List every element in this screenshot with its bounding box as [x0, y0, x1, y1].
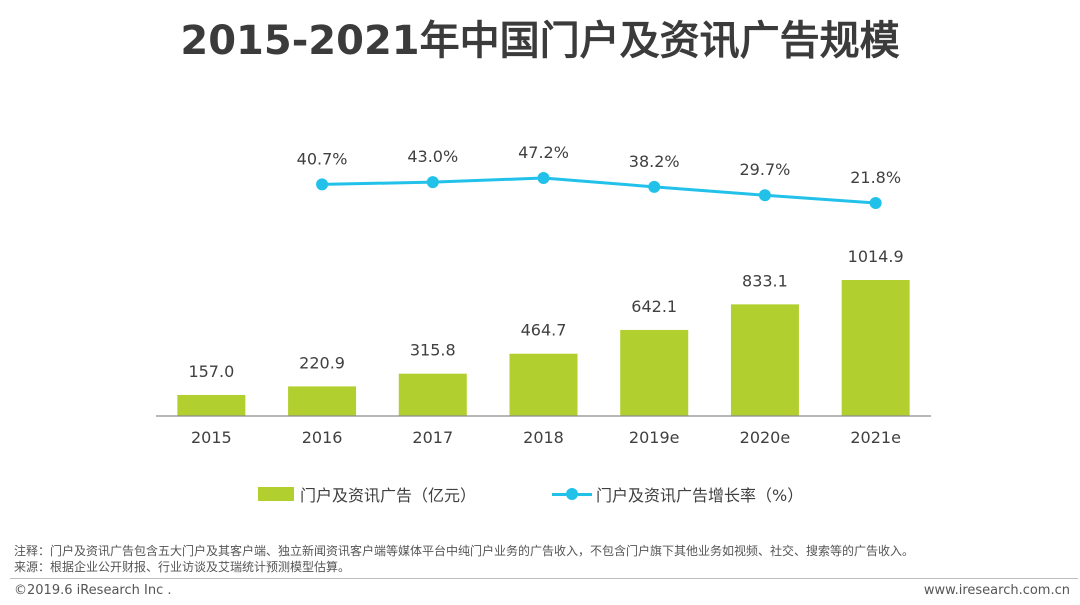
bar-2021e	[841, 280, 910, 416]
bar-value-label-2019e: 642.1	[631, 297, 677, 316]
x-tick-label-2015: 2015	[191, 428, 232, 447]
growth-point-2021e	[869, 197, 882, 209]
legend-bar-label: 门户及资讯广告（亿元）	[300, 486, 477, 505]
chart-title: 2015-2021年中国门户及资讯广告规模	[180, 18, 900, 64]
notes: 注释：门户及资讯广告包含五大门户及其客户端、独立新闻资讯客户端等媒体平台中纯门户…	[14, 543, 914, 575]
legend-item-bar: 门户及资讯广告（亿元）	[258, 482, 476, 506]
growth-value-label-2021e: 21.8%	[850, 168, 901, 187]
bar-value-label-2017: 315.8	[410, 341, 456, 360]
growth-value-label-2018: 47.2%	[518, 143, 569, 162]
bar-value-label-2020e: 833.1	[742, 271, 788, 290]
bar-2019e	[620, 329, 689, 416]
growth-value-label-2019e: 38.2%	[629, 152, 680, 171]
bar-value-label-2015: 157.0	[188, 362, 234, 381]
growth-point-2020e	[758, 189, 771, 202]
bar-2015	[177, 394, 246, 416]
footer-copyright: ©2019.6 iResearch Inc .	[14, 583, 172, 598]
legend-bar-swatch	[258, 487, 294, 501]
legend-item-line: 门户及资讯广告增长率（%）	[552, 482, 803, 506]
x-tick-label-2017: 2017	[412, 428, 453, 447]
note-text: 注释：门户及资讯广告包含五大门户及其客户端、独立新闻资讯客户端等媒体平台中纯门户…	[14, 544, 915, 558]
x-tick-label-2016: 2016	[302, 428, 343, 447]
growth-value-label-2020e: 29.7%	[740, 160, 791, 179]
source-text: 来源：根据企业公开财报、行业访谈及艾瑞统计预测模型估算。	[14, 560, 351, 574]
bar-value-label-2018: 464.7	[521, 321, 567, 340]
x-tick-label-2019e: 2019e	[629, 428, 680, 447]
legend: 门户及资讯广告（亿元） 门户及资讯广告增长率（%）	[0, 482, 1080, 506]
footer-website[interactable]: www.iresearch.com.cn	[923, 583, 1070, 598]
bar-2018	[509, 353, 578, 416]
x-tick-label-2018: 2018	[523, 428, 564, 447]
x-tick-label-2021e: 2021e	[850, 428, 901, 447]
growth-value-label-2017: 43.0%	[407, 147, 458, 166]
growth-line	[322, 176, 876, 205]
bar-2016	[288, 386, 357, 416]
growth-point-2018	[537, 172, 550, 184]
bar-2017	[398, 373, 467, 416]
legend-line-label: 门户及资讯广告增长率（%）	[596, 486, 804, 505]
footer-divider	[10, 578, 1078, 579]
growth-point-2019e	[648, 180, 661, 193]
bar-value-label-2021e: 1014.9	[848, 247, 904, 266]
x-tick-label-2020e: 2020e	[740, 428, 791, 447]
legend-line-swatch	[552, 487, 592, 501]
growth-value-label-2016: 40.7%	[297, 149, 348, 168]
bar-value-label-2016: 220.9	[299, 353, 345, 372]
growth-point-2017	[426, 176, 439, 189]
bar-2020e	[730, 304, 799, 416]
chart-area: 157.0 2015 220.9 2016 315.8 2017 464.7 2018 642.…	[156, 143, 931, 447]
growth-point-2016	[316, 178, 329, 191]
